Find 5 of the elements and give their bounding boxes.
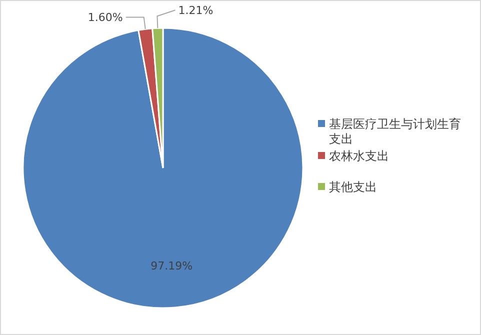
data-label: 1.21% — [178, 4, 214, 18]
legend-label: 其他支出 — [329, 180, 377, 194]
data-label: 97.19% — [150, 260, 193, 273]
legend-label: 农林水支出 — [329, 149, 389, 163]
data-label: 1.60% — [88, 11, 123, 24]
